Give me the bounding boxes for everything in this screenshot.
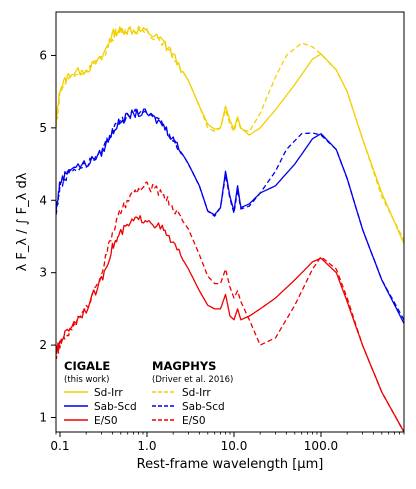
series-line-sd-irr-cigale (56, 26, 404, 244)
x-tick-label: 1.0 (137, 439, 156, 453)
legend-label: E/S0 (182, 415, 206, 427)
legend-subtitle-cigale: (this work) (64, 375, 109, 385)
x-tick-label: 10.0 (221, 439, 248, 453)
x-axis-label: Rest-frame wavelength [µm] (137, 457, 324, 472)
y-tick-label: 6 (39, 48, 47, 62)
legend-label: Sd-Irr (182, 387, 211, 399)
series-line-e-s0-magphys (56, 181, 404, 432)
plot-area (56, 25, 404, 432)
legend-subtitle-magphys: (Driver et al. 2016) (152, 375, 233, 385)
legend-title-magphys: MAGPHYS (152, 359, 216, 373)
legend-label: Sab-Scd (182, 401, 225, 413)
legend-title-cigale: CIGALE (64, 359, 110, 373)
legend-label: E/S0 (94, 415, 118, 427)
y-tick-label: 4 (39, 193, 47, 207)
x-tick-label: 100.0 (304, 439, 338, 453)
y-tick-label: 5 (39, 121, 47, 135)
y-tick-label: 3 (39, 266, 47, 280)
y-tick-label: 2 (39, 338, 47, 352)
axes: 0.1 1.0 10.0 100.0 1 2 3 4 5 6 (39, 48, 405, 453)
series-line-sd-irr-magphys (56, 25, 404, 241)
y-tick-label: 1 (39, 411, 47, 425)
series-line-sab-scd-magphys (56, 108, 404, 321)
legend-label: Sd-Irr (94, 387, 123, 399)
legend: CIGALE (this work) MAGPHYS (Driver et al… (64, 359, 233, 427)
legend-label: Sab-Scd (94, 401, 137, 413)
x-tick-label: 0.1 (50, 439, 69, 453)
y-axis-label: λ F_λ / ∫ F_λ dλ (15, 172, 30, 271)
